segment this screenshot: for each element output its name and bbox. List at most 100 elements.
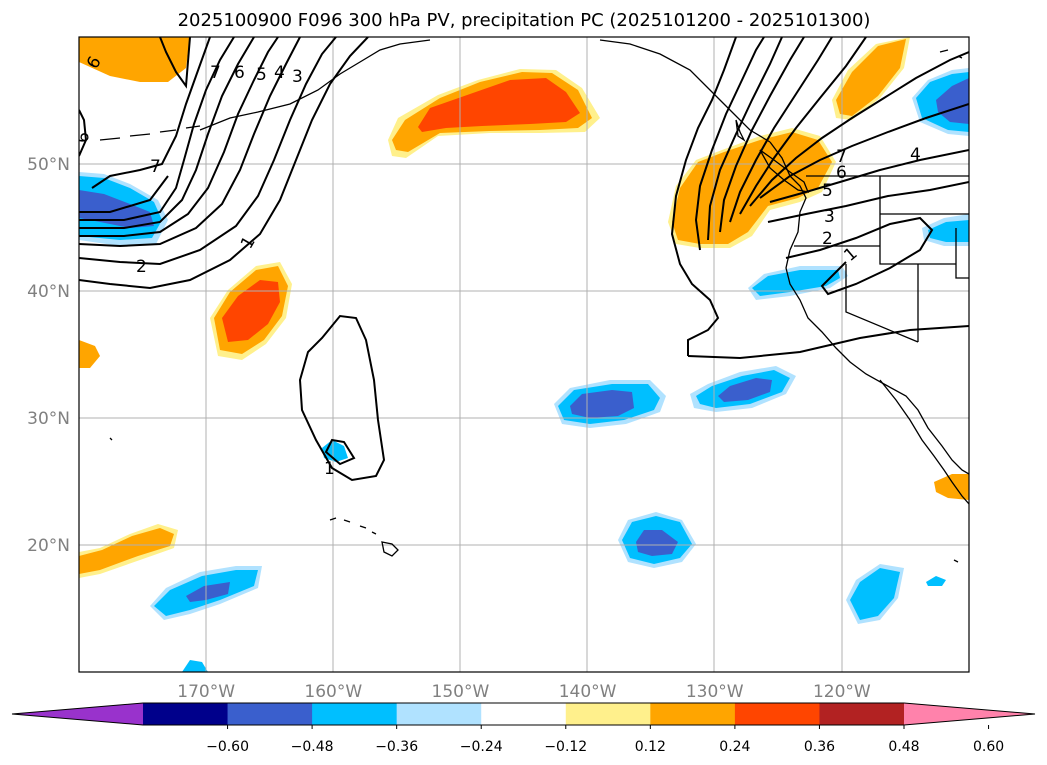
precip-negative-core xyxy=(636,530,678,556)
contour-label: 5 xyxy=(256,65,267,85)
pv-contour xyxy=(767,181,969,223)
lon-tick-label: 160°W xyxy=(304,682,362,702)
map-panel: 6 7 6 5 4 3 9 7 2 1 7 6 5 4 3 2 1 1 xyxy=(71,36,970,673)
contour-label: 4 xyxy=(274,63,285,83)
coastline-alaska-panhandle xyxy=(599,39,771,143)
precip-positive-core xyxy=(222,280,280,342)
precip-positive-area xyxy=(79,528,174,574)
contour-label: 7 xyxy=(210,63,221,83)
map-frame xyxy=(78,36,970,673)
contour-label: 2 xyxy=(136,257,147,277)
precip-negative-area xyxy=(850,568,900,620)
coastline-baja xyxy=(879,379,969,505)
colorbar-tick-label: 0.24 xyxy=(719,739,750,755)
precip-negative-core xyxy=(718,378,772,402)
colorbar-tick-label: 0.60 xyxy=(973,739,1004,755)
precip-negative-area xyxy=(926,576,946,586)
pv-contour xyxy=(324,438,356,466)
pv-contour xyxy=(687,325,969,360)
colorbar-tick-label: −0.24 xyxy=(460,739,503,755)
pv-contour xyxy=(79,37,301,248)
precip-positive-area xyxy=(79,37,190,82)
coastline-islands xyxy=(109,49,963,563)
map-content: 6 7 6 5 4 3 9 7 2 1 7 6 5 4 3 2 1 1 xyxy=(71,37,969,672)
contour-label: 6 xyxy=(234,63,245,83)
pv-contour xyxy=(298,314,386,482)
colorbar-tick-label: −0.36 xyxy=(375,739,418,755)
precip-negative-area xyxy=(928,220,969,242)
lat-tick-label: 50°N xyxy=(27,155,70,175)
lon-tick-label: 170°W xyxy=(177,682,235,702)
pv-contours xyxy=(79,37,969,482)
pv-contour xyxy=(729,37,833,223)
lat-tick-label: 30°N xyxy=(27,409,70,429)
pv-contour xyxy=(79,37,235,221)
pv-contour xyxy=(79,37,279,237)
colorbar-segment xyxy=(312,703,398,725)
pv-contour xyxy=(91,37,211,189)
contour-label: 3 xyxy=(292,67,303,87)
colorbar-tick-label: −0.12 xyxy=(544,739,587,755)
contour-label: 3 xyxy=(824,207,835,227)
contour-label: 2 xyxy=(822,229,833,249)
coastline-alaska xyxy=(199,39,431,131)
pv-contour xyxy=(670,37,737,356)
colorbar-tick-label: −0.60 xyxy=(206,739,249,755)
colorbar-segment xyxy=(565,703,651,725)
lat-tick-label: 20°N xyxy=(27,536,70,556)
colorbar-extend-high xyxy=(904,703,1035,725)
precip-positive-area xyxy=(79,340,100,368)
contour-label: 1 xyxy=(324,459,335,479)
contour-label: 6 xyxy=(836,163,847,183)
precip-negative-core xyxy=(186,582,230,602)
coastlines xyxy=(99,39,969,563)
contour-label: 5 xyxy=(822,181,833,201)
pv-contour xyxy=(707,37,783,241)
coastline-north-america xyxy=(769,141,969,475)
lon-tick-label: 150°W xyxy=(432,682,490,702)
colorbar-outline xyxy=(11,702,1036,726)
pv-contour xyxy=(79,109,169,213)
precip-positive-area xyxy=(836,39,906,116)
pv-contour xyxy=(785,216,934,296)
lon-tick-label: 140°W xyxy=(559,682,617,702)
pv-contour xyxy=(79,37,337,266)
colorbar-tick-label: 0.36 xyxy=(804,739,835,755)
colorbar-tick-label: 0.12 xyxy=(635,739,666,755)
coastline-hawaii xyxy=(329,517,399,557)
precip-negative-core xyxy=(570,390,634,418)
colorbar-tick-label: 0.48 xyxy=(888,739,919,755)
pv-contour xyxy=(79,37,369,290)
contour-label: 9 xyxy=(71,132,91,143)
colorbar-extend-low xyxy=(12,703,143,725)
longitude-tick-labels: 170°W 160°W 150°W 140°W 130°W 120°W xyxy=(177,682,871,702)
colorbar-segment xyxy=(481,703,567,725)
lat-tick-label: 40°N xyxy=(27,282,70,302)
pv-contour xyxy=(79,37,255,229)
precip-positive-core xyxy=(418,78,580,132)
lon-tick-label: 120°W xyxy=(813,682,871,702)
border-states xyxy=(794,176,969,343)
colorbar: −0.60 −0.48 −0.36 −0.24 −0.12 0.12 0.24 0.36 0.4… xyxy=(11,702,1036,755)
colorbar-segment xyxy=(396,703,482,725)
pv-contour xyxy=(749,51,969,207)
precip-negative-area xyxy=(752,270,840,296)
pv-contour xyxy=(739,37,867,215)
pv-contour xyxy=(694,37,765,251)
precip-positive-area xyxy=(672,132,832,244)
contour-label: 7 xyxy=(150,157,161,177)
pv-contour xyxy=(769,149,969,203)
chart-title: 2025100900 F096 300 hPa PV, precipitatio… xyxy=(178,10,871,31)
colorbar-segment xyxy=(734,703,820,725)
coastline-aleutians xyxy=(99,125,201,141)
contour-label: 4 xyxy=(910,145,921,165)
precip-negative-area xyxy=(182,660,208,672)
latitude-tick-labels: 20°N 30°N 40°N 50°N xyxy=(27,155,70,556)
colorbar-segment xyxy=(650,703,736,725)
pv-contour xyxy=(719,37,805,233)
colorbar-segment xyxy=(819,703,905,725)
pv-contour xyxy=(159,37,191,89)
pv-contour xyxy=(759,103,969,199)
colorbar-segment xyxy=(143,703,229,725)
